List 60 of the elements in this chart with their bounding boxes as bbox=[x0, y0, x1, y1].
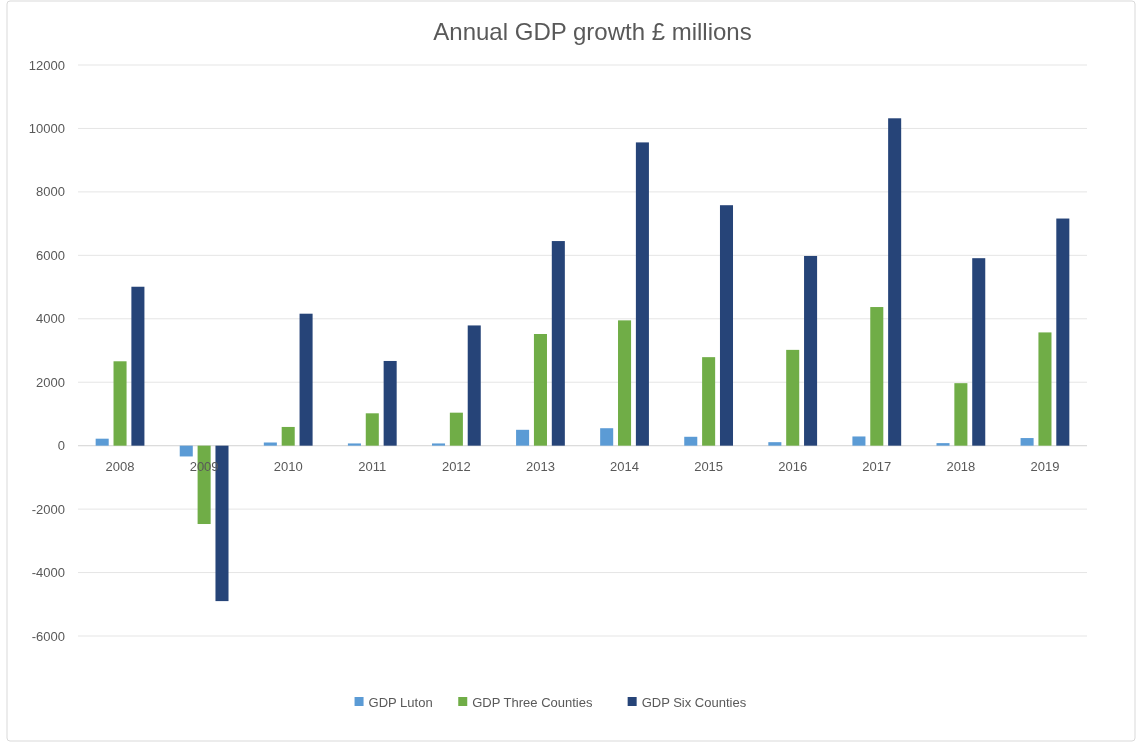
x-tick-label: 2012 bbox=[441, 458, 471, 474]
y-tick-label: 6000 bbox=[36, 247, 65, 263]
bar bbox=[870, 307, 884, 446]
bar bbox=[95, 438, 109, 446]
y-tick-label: 0 bbox=[57, 438, 65, 454]
bar bbox=[954, 383, 968, 446]
bar bbox=[131, 286, 145, 446]
bar bbox=[888, 118, 902, 446]
bar bbox=[449, 412, 463, 446]
bar bbox=[113, 361, 127, 446]
x-tick-label: 2008 bbox=[105, 458, 135, 474]
y-tick-label: -2000 bbox=[31, 501, 65, 517]
bar bbox=[365, 413, 379, 446]
bar bbox=[347, 443, 361, 446]
bar bbox=[467, 325, 481, 446]
y-tick-label: -6000 bbox=[31, 628, 65, 644]
x-tick-label: 2009 bbox=[189, 458, 219, 474]
bar bbox=[383, 360, 397, 446]
legend-label: GDP Three Counties bbox=[472, 694, 593, 710]
x-tick-label: 2014 bbox=[610, 458, 639, 474]
bar bbox=[618, 320, 632, 446]
x-tick-label: 2016 bbox=[778, 458, 808, 474]
bar bbox=[516, 429, 530, 446]
chart-title: Annual GDP growth £ millions bbox=[433, 18, 752, 45]
bar bbox=[281, 426, 295, 446]
x-tick-label: 2010 bbox=[273, 458, 303, 474]
bar bbox=[263, 442, 277, 446]
bar bbox=[684, 436, 698, 446]
x-tick-label: 2018 bbox=[946, 458, 976, 474]
y-tick-label: 10000 bbox=[28, 120, 65, 136]
x-tick-label: 2011 bbox=[358, 458, 387, 474]
y-tick-label: 12000 bbox=[28, 57, 65, 73]
bar bbox=[179, 445, 193, 457]
bar bbox=[1038, 332, 1052, 446]
y-tick-label: 4000 bbox=[36, 311, 65, 327]
legend-label: GDP Luton bbox=[368, 694, 433, 710]
x-tick-label: 2019 bbox=[1030, 458, 1060, 474]
bar bbox=[299, 313, 313, 446]
x-tick-label: 2017 bbox=[862, 458, 892, 474]
bar bbox=[768, 442, 782, 446]
bar bbox=[702, 357, 716, 446]
y-tick-label: 8000 bbox=[36, 184, 65, 200]
bar bbox=[1020, 438, 1034, 446]
x-tick-label: 2013 bbox=[526, 458, 555, 474]
bar bbox=[533, 334, 547, 446]
bar bbox=[936, 443, 950, 446]
y-tick-label: 2000 bbox=[36, 374, 65, 390]
bar bbox=[786, 349, 800, 446]
bar bbox=[431, 443, 446, 446]
bar bbox=[635, 142, 649, 446]
bar bbox=[600, 428, 614, 446]
bar bbox=[719, 205, 734, 446]
y-tick-label: -4000 bbox=[31, 565, 65, 581]
bar bbox=[972, 258, 986, 446]
bar bbox=[852, 436, 866, 446]
bar bbox=[804, 255, 818, 446]
legend-label: GDP Six Counties bbox=[641, 694, 747, 710]
x-tick-label: 2015 bbox=[694, 458, 724, 474]
bar bbox=[1056, 218, 1070, 446]
bar bbox=[551, 241, 565, 446]
